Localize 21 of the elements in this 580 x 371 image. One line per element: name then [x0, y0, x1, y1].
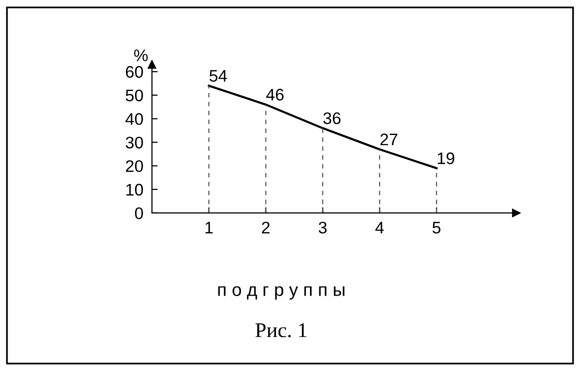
text: Рис. 1	[255, 323, 306, 338]
x-tick-label: 5	[432, 222, 440, 234]
data-label: 36	[323, 112, 341, 124]
y-tick-label: 30	[126, 136, 143, 148]
x-axis-title: п о д г р у п п ы	[218, 286, 344, 300]
y-tick-label: 10	[126, 184, 143, 196]
x-tick-label: 3	[318, 222, 327, 234]
y-tick-label: 20	[126, 160, 143, 172]
y-tick-label: 40	[125, 113, 143, 125]
data-label: 19	[438, 152, 454, 164]
y-tick-label: 50	[126, 90, 143, 102]
x-tick-label: 2	[262, 222, 270, 234]
data-label: 54	[210, 70, 227, 82]
y-axis-title: %	[134, 50, 148, 62]
y-tick-label: 0	[135, 207, 143, 220]
data-label: 27	[380, 134, 398, 146]
x-tick-label: 1	[206, 222, 213, 234]
x-tick-label: 4	[375, 222, 384, 234]
y-tick-label: 60	[126, 66, 143, 78]
line-series	[208, 84, 438, 170]
data-label: 46	[266, 88, 284, 101]
